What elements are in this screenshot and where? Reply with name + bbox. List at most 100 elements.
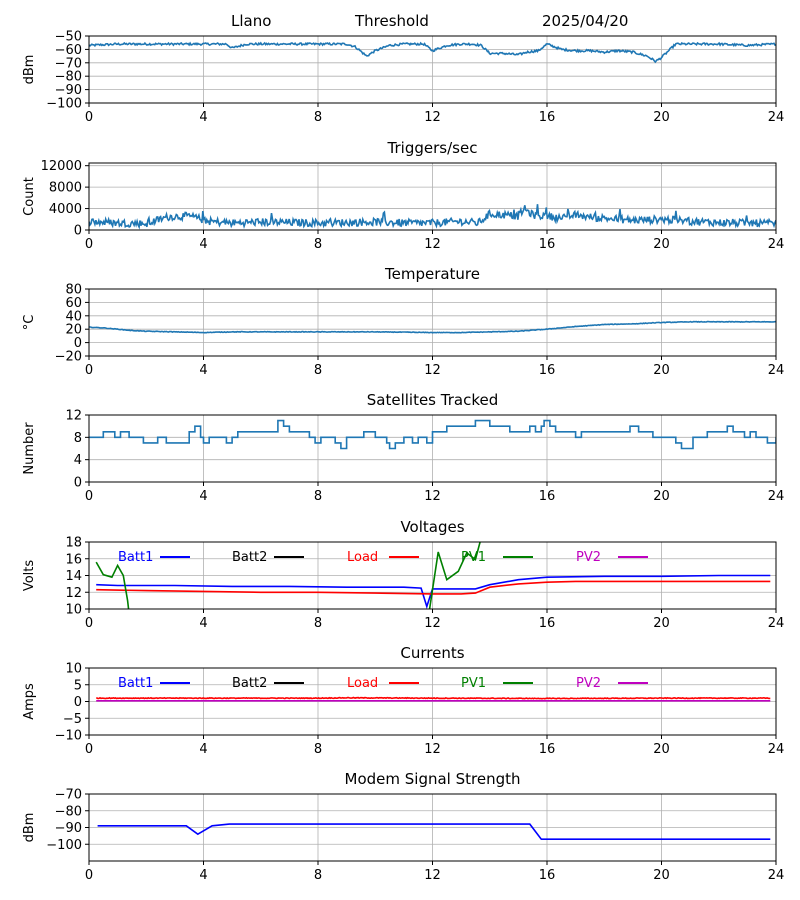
panel-1: 0 4 8 12 16 20 24 0 4000 8000 12000 Triggers/sec Cou… [22, 139, 784, 252]
y-tick-label: 4 [74, 453, 82, 468]
legend-label-batt2: Batt2 [232, 676, 267, 691]
x-tick-label: 4 [199, 110, 207, 125]
y-tick-label: 14 [65, 569, 82, 584]
y-tick-label: −80 [55, 70, 82, 85]
mode-label: Threshold [355, 12, 429, 30]
x-tick-label: 20 [653, 616, 670, 631]
y-tick-label: 10 [65, 603, 82, 618]
x-tick-label: 8 [314, 489, 322, 504]
panel-title: Temperature [384, 265, 480, 283]
y-axis-label: Volts [22, 560, 37, 592]
x-tick-label: 24 [768, 616, 785, 631]
panel-3: 0 4 8 12 16 20 24 0 4 8 12 Satellites Tracked Number [22, 391, 784, 504]
x-tick-label: 24 [768, 489, 785, 504]
x-tick-label: 12 [424, 237, 441, 252]
x-tick-label: 8 [314, 868, 322, 883]
x-tick-label: 16 [539, 363, 556, 378]
legend-label-batt2: Batt2 [232, 550, 267, 565]
x-tick-label: 24 [768, 868, 785, 883]
y-axis-label: Number [22, 422, 37, 475]
y-tick-label: 4000 [49, 202, 82, 217]
y-tick-label: −90 [55, 83, 82, 98]
y-tick-label: −10 [55, 729, 82, 744]
panel-title: Satellites Tracked [367, 391, 498, 409]
panel-title: Modem Signal Strength [345, 770, 521, 788]
series-line-0 [89, 320, 776, 334]
y-tick-label: −5 [63, 712, 82, 727]
station-name: Llano [231, 12, 272, 30]
x-tick-label: 20 [653, 363, 670, 378]
y-tick-label: 12000 [41, 159, 82, 174]
x-tick-label: 12 [424, 489, 441, 504]
y-axis-label: Amps [22, 683, 37, 720]
y-tick-label: −70 [55, 788, 82, 803]
x-tick-label: 0 [85, 237, 93, 252]
y-tick-label: 18 [65, 536, 82, 551]
x-tick-label: 20 [653, 110, 670, 125]
y-tick-label: −60 [55, 43, 82, 58]
x-tick-label: 0 [85, 868, 93, 883]
y-tick-label: 60 [65, 296, 82, 311]
y-tick-label: 80 [65, 283, 82, 298]
x-tick-label: 12 [424, 363, 441, 378]
x-tick-label: 12 [424, 616, 441, 631]
x-tick-label: 8 [314, 110, 322, 125]
y-tick-label: −100 [46, 97, 82, 112]
y-tick-label: 12 [65, 586, 82, 601]
y-tick-label: 0 [74, 336, 82, 351]
panel-title: Triggers/sec [387, 139, 478, 157]
x-tick-label: 24 [768, 237, 785, 252]
legend-label-batt1: Batt1 [118, 676, 153, 691]
x-tick-label: 8 [314, 363, 322, 378]
panel-6: 0 4 8 12 16 20 24 −70−80 −90 −100 Modem Signal Str… [22, 770, 784, 883]
series-line-load [96, 696, 771, 700]
y-axis-label: °C [22, 315, 37, 331]
x-tick-label: 24 [768, 110, 785, 125]
panel-title: Currents [400, 644, 464, 662]
legend-label-load: Load [347, 550, 378, 565]
x-tick-label: 8 [314, 616, 322, 631]
x-tick-label: 20 [653, 742, 670, 757]
x-tick-label: 12 [424, 742, 441, 757]
x-tick-label: 0 [85, 110, 93, 125]
x-tick-label: 24 [768, 742, 785, 757]
x-tick-label: 12 [424, 868, 441, 883]
y-tick-label: 0 [74, 695, 82, 710]
legend-label-pv2: PV2 [576, 676, 601, 691]
series-line-pv1 [95, 542, 481, 609]
series-line-0 [97, 823, 771, 841]
legend-label-pv2: PV2 [576, 550, 601, 565]
y-tick-label: −80 [55, 804, 82, 819]
x-tick-label: 4 [199, 868, 207, 883]
x-tick-label: 0 [85, 616, 93, 631]
y-tick-label: −50 [55, 30, 82, 45]
y-tick-label: −70 [55, 56, 82, 71]
x-tick-label: 24 [768, 363, 785, 378]
x-tick-label: 0 [85, 363, 93, 378]
figure-header: Llano Threshold 2025/04/20 [0, 0, 800, 32]
series-line-0 [89, 204, 776, 230]
legend-label-load: Load [347, 676, 378, 691]
x-tick-label: 8 [314, 742, 322, 757]
x-tick-label: 4 [199, 616, 207, 631]
series-line-load [96, 580, 771, 595]
y-axis-label: dBm [22, 55, 37, 85]
y-tick-label: 40 [65, 309, 82, 324]
legend-label-pv1: PV1 [461, 550, 486, 565]
x-tick-label: 16 [539, 110, 556, 125]
x-tick-label: 16 [539, 616, 556, 631]
x-tick-label: 4 [199, 742, 207, 757]
y-tick-label: 20 [65, 323, 82, 338]
x-tick-label: 20 [653, 868, 670, 883]
y-tick-label: −90 [55, 821, 82, 836]
legend-label-pv1: PV1 [461, 676, 486, 691]
date-label: 2025/04/20 [542, 12, 629, 30]
x-tick-label: 16 [539, 868, 556, 883]
x-tick-label: 4 [199, 363, 207, 378]
series-line-0 [89, 419, 776, 450]
x-tick-label: 8 [314, 237, 322, 252]
